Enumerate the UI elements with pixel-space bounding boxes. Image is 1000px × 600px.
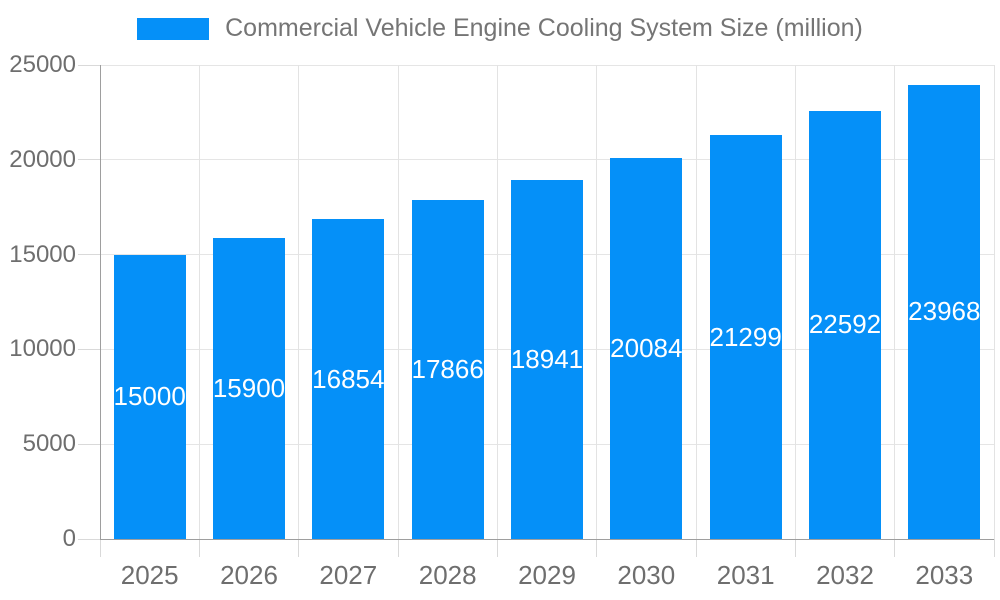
y-axis-label: 10000	[9, 335, 76, 363]
y-tick-mark	[78, 159, 100, 161]
bar-2031[interactable]: 21299	[710, 135, 782, 539]
gridline-horizontal	[100, 159, 994, 161]
x-tick-mark	[993, 539, 995, 557]
gridline-vertical	[397, 65, 399, 539]
bar-2027[interactable]: 16854	[312, 219, 384, 539]
bar-value-label: 15000	[113, 381, 186, 412]
x-axis-label: 2033	[915, 560, 974, 590]
chart-title: Commercial Vehicle Engine Cooling System…	[225, 14, 863, 42]
x-tick-mark	[397, 539, 399, 557]
x-axis-label: 2032	[816, 560, 874, 590]
bar-value-label: 15900	[212, 372, 286, 403]
gridline-horizontal	[100, 64, 994, 66]
y-axis-label: 15000	[9, 240, 76, 268]
legend-item[interactable]: Commercial Vehicle Engine Cooling System…	[0, 14, 1000, 43]
bar-value-label: 17866	[411, 354, 484, 385]
x-axis-label: 2028	[418, 560, 477, 590]
y-tick-mark	[78, 64, 100, 66]
y-tick-mark	[78, 348, 100, 350]
x-axis-label: 2030	[617, 560, 676, 590]
x-axis-label: 2031	[716, 560, 775, 590]
x-axis-label: 2029	[518, 560, 576, 590]
x-axis-label: 2027	[319, 560, 378, 590]
x-axis-label: 2025	[120, 560, 179, 590]
bar-value-label: 23968	[908, 296, 981, 327]
gridline-vertical	[298, 65, 300, 539]
bar-value-label: 22592	[808, 309, 882, 340]
y-axis-label: 25000	[9, 51, 76, 78]
bar-2026[interactable]: 15900	[212, 237, 286, 539]
bar-value-label: 20084	[610, 333, 683, 364]
y-tick-mark	[78, 538, 100, 540]
x-tick-mark	[794, 539, 796, 557]
bar-2032[interactable]: 22592	[808, 110, 882, 539]
y-axis-label: 0	[62, 525, 76, 552]
x-axis-label: 2026	[220, 560, 278, 590]
gridline-vertical	[894, 65, 896, 539]
x-tick-mark	[695, 539, 697, 557]
bar-value-label: 16854	[312, 363, 385, 394]
bar-value-label: 21299	[709, 321, 782, 352]
x-axis-line	[100, 538, 994, 540]
y-axis-label: 20000	[9, 145, 76, 173]
gridline-vertical	[596, 65, 598, 539]
bar-2029[interactable]: 18941	[510, 179, 584, 539]
legend-swatch-icon	[137, 17, 210, 40]
bar-2033[interactable]: 23968	[908, 84, 981, 539]
x-tick-mark	[99, 539, 101, 557]
y-tick-mark	[78, 254, 100, 256]
bar-2028[interactable]: 17866	[412, 200, 484, 539]
x-tick-mark	[496, 539, 498, 557]
bar-value-label: 18941	[510, 343, 584, 374]
x-tick-mark	[198, 539, 200, 557]
y-tick-mark	[78, 443, 100, 445]
gridline-vertical	[496, 65, 498, 539]
x-tick-mark	[596, 539, 598, 557]
x-tick-mark	[894, 539, 896, 557]
y-axis-line	[99, 65, 101, 539]
x-tick-mark	[298, 539, 300, 557]
gridline-vertical	[695, 65, 697, 539]
y-axis-label: 5000	[22, 430, 76, 458]
gridline-vertical	[794, 65, 796, 539]
bar-2025[interactable]: 15000	[113, 254, 186, 539]
gridline-vertical	[198, 65, 200, 539]
gridline-vertical	[993, 65, 995, 539]
bar-2030[interactable]: 20084	[610, 158, 682, 539]
